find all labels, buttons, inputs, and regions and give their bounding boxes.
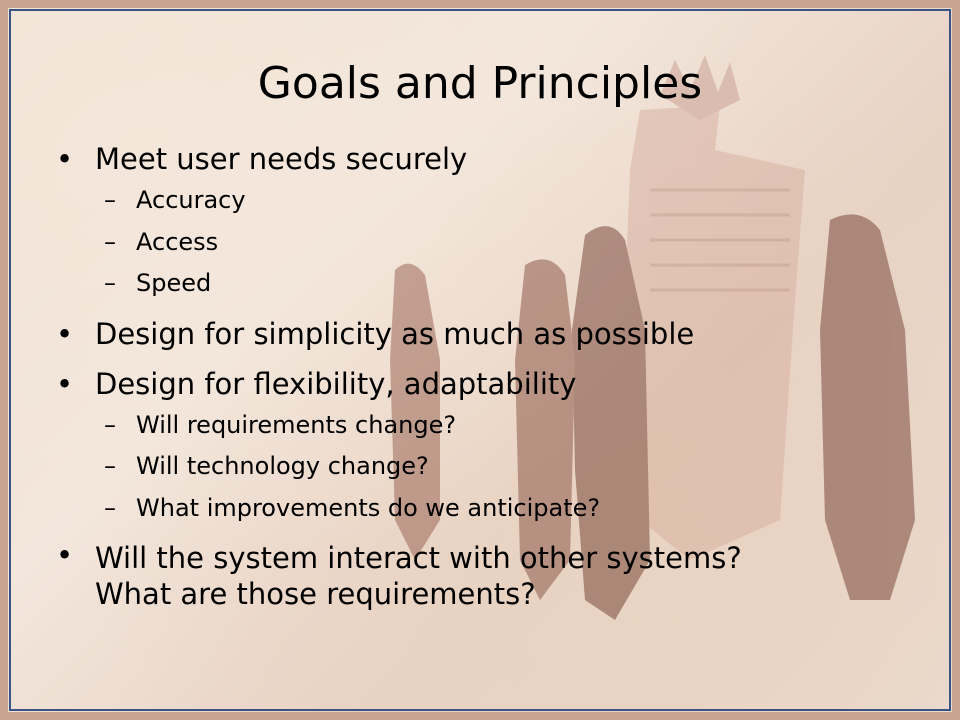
sub-bullet-dash: – — [104, 227, 116, 256]
sub-bullet-text: Will technology change? — [136, 452, 429, 480]
rock-figure-left — [390, 263, 440, 560]
rock-figure-left-middle — [515, 259, 575, 600]
sub-bullet-dash: – — [104, 186, 116, 214]
bullet-dot: • — [56, 316, 74, 351]
slide-title: Goals and Principles — [257, 58, 703, 109]
bullet-item: • Design for flexibility, adaptability — [56, 363, 926, 405]
sub-bullet-item: – What improvements do we anticipate? — [56, 488, 926, 530]
sub-bullet-text: What improvements do we anticipate? — [136, 493, 601, 522]
bullet-item: • Will the system interact with other sy… — [56, 537, 926, 612]
sub-bullet-item: – Accuracy — [56, 180, 926, 222]
bullet-item: • Design for simplicity as much as possi… — [56, 313, 926, 355]
bullet-text: Design for simplicity as much as possibl… — [95, 316, 695, 351]
sub-bullet-item: – Will technology change? — [56, 446, 926, 488]
bullet-text: Meet user needs securely — [95, 142, 468, 176]
sub-bullet-item: – Access — [56, 222, 926, 264]
rock-figure-crown — [660, 55, 740, 120]
sub-bullet-text: Accuracy — [136, 186, 246, 214]
sub-bullet-dash: – — [104, 452, 116, 480]
bullet-dot: • — [56, 142, 74, 176]
sub-bullet-dash: – — [104, 269, 116, 297]
sub-bullet-item: – Speed — [56, 263, 926, 305]
rock-figure-crowned — [625, 105, 805, 560]
sub-bullet-text: Will requirements change? — [136, 410, 457, 439]
bullet-text: Design for flexibility, adaptability — [95, 366, 577, 401]
bullet-list: • Meet user needs securely – Accuracy – … — [56, 138, 926, 612]
rock-figure-middle — [572, 226, 650, 620]
sub-bullet-text: Speed — [136, 269, 212, 297]
sub-bullet-dash: – — [104, 410, 116, 439]
sub-bullet-text: Access — [136, 227, 219, 256]
rock-figure-right — [820, 214, 915, 600]
bullet-text-line: Will the system interact with other syst… — [95, 541, 742, 575]
bullet-text-line: What are those requirements? — [95, 577, 536, 611]
sub-bullet-dash: – — [104, 493, 116, 522]
slide-frame — [9, 9, 951, 711]
bullet-dot: • — [56, 538, 74, 572]
sub-bullet-item: – Will requirements change? — [56, 405, 926, 447]
bullet-dot: • — [56, 366, 74, 401]
bullet-item: • Meet user needs securely — [56, 138, 926, 180]
